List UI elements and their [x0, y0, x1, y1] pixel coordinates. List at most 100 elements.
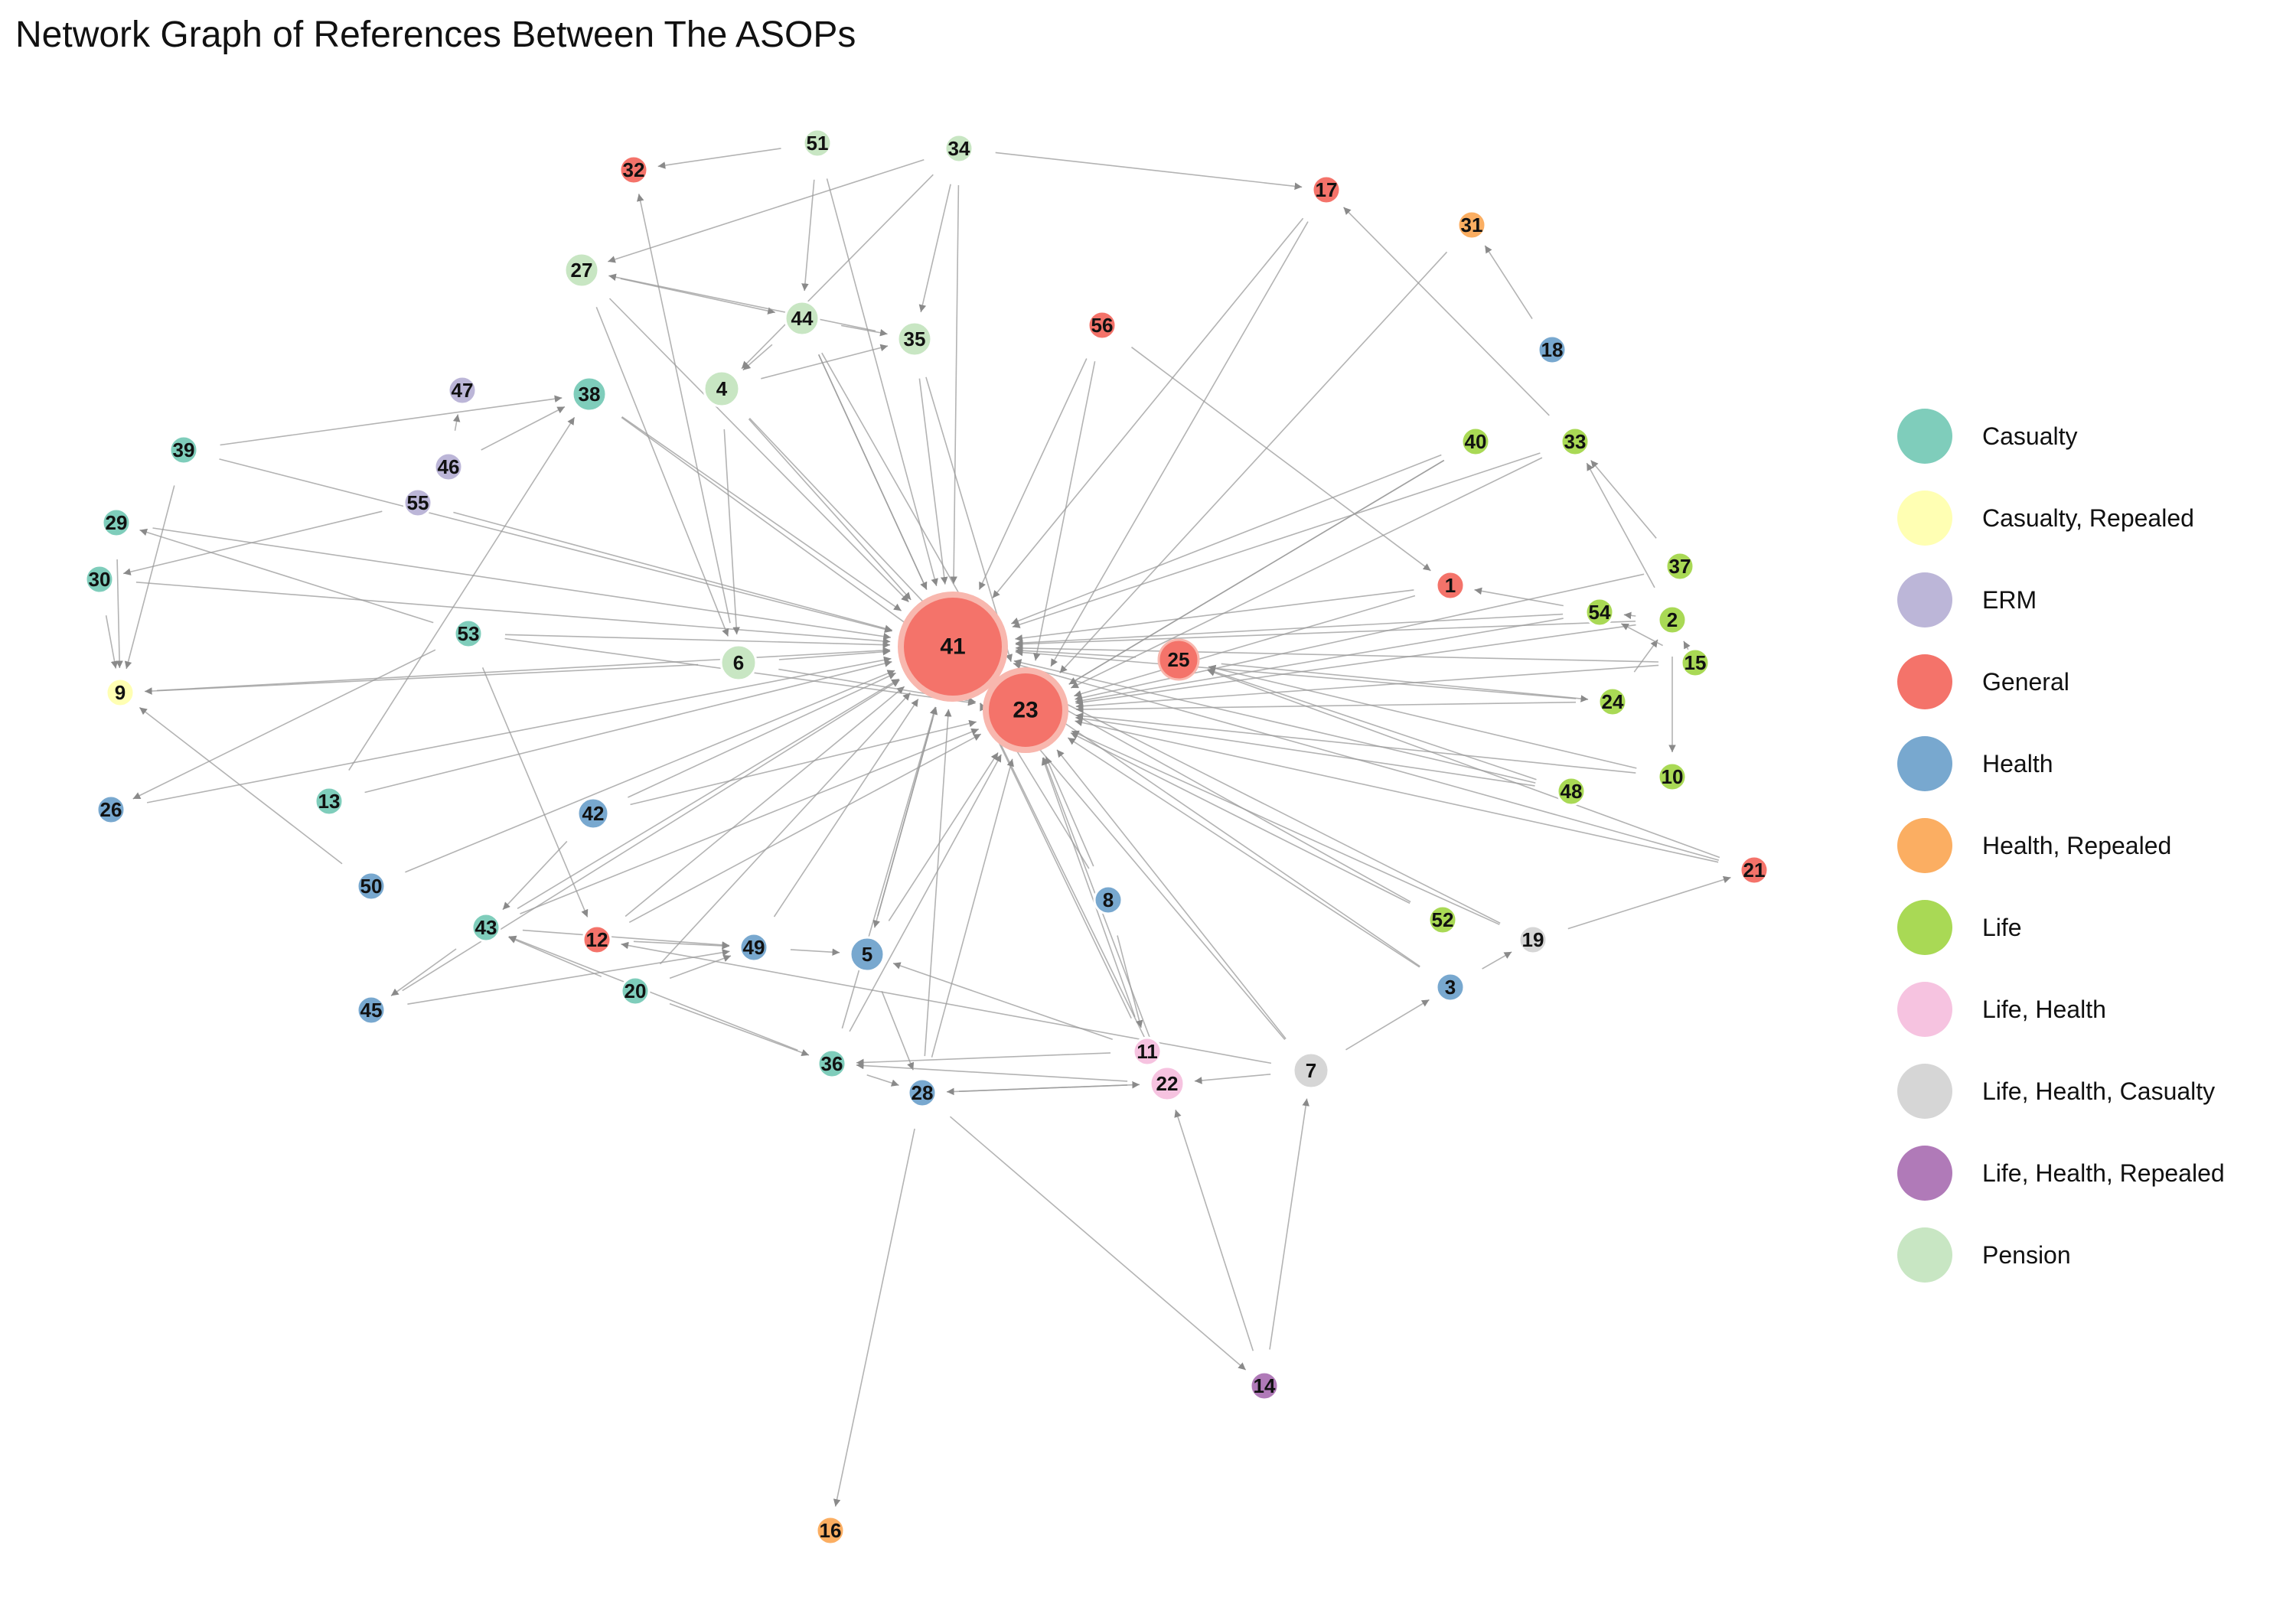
node-6[interactable]: 6: [719, 644, 758, 682]
node-25[interactable]: 25: [1157, 638, 1200, 681]
node-circle-23[interactable]: [983, 667, 1068, 753]
node-38[interactable]: 38: [571, 376, 608, 412]
node-circle-1[interactable]: [1435, 570, 1466, 601]
node-circle-42[interactable]: [576, 797, 610, 830]
node-circle-41[interactable]: [898, 592, 1008, 702]
node-35[interactable]: 35: [896, 321, 933, 357]
node-circle-14[interactable]: [1249, 1371, 1280, 1401]
node-11[interactable]: 11: [1132, 1036, 1163, 1067]
node-circle-35[interactable]: [896, 321, 933, 357]
node-33[interactable]: 33: [1560, 426, 1590, 457]
node-circle-45[interactable]: [356, 995, 386, 1025]
node-circle-43[interactable]: [471, 912, 501, 943]
node-circle-30[interactable]: [84, 564, 115, 595]
node-circle-27[interactable]: [563, 252, 600, 288]
node-40[interactable]: 40: [1460, 426, 1491, 457]
node-12[interactable]: 12: [582, 924, 612, 955]
node-circle-15[interactable]: [1680, 647, 1711, 678]
node-53[interactable]: 53: [453, 618, 484, 649]
node-circle-39[interactable]: [168, 435, 199, 465]
node-10[interactable]: 10: [1657, 761, 1688, 792]
node-circle-3[interactable]: [1435, 972, 1466, 1002]
node-1[interactable]: 1: [1435, 570, 1466, 601]
node-circle-10[interactable]: [1657, 761, 1688, 792]
node-26[interactable]: 26: [96, 794, 126, 825]
node-circle-34[interactable]: [944, 133, 974, 164]
node-circle-40[interactable]: [1460, 426, 1491, 457]
node-34[interactable]: 34: [944, 133, 974, 164]
node-20[interactable]: 20: [620, 976, 651, 1006]
node-48[interactable]: 48: [1556, 776, 1587, 807]
node-circle-19[interactable]: [1518, 924, 1548, 955]
node-50[interactable]: 50: [356, 871, 386, 901]
node-circle-44[interactable]: [784, 300, 820, 337]
node-19[interactable]: 19: [1518, 924, 1548, 955]
node-22[interactable]: 22: [1149, 1065, 1186, 1102]
node-circle-20[interactable]: [620, 976, 651, 1006]
node-31[interactable]: 31: [1456, 210, 1487, 240]
node-7[interactable]: 7: [1292, 1051, 1330, 1090]
node-circle-31[interactable]: [1456, 210, 1487, 240]
node-circle-49[interactable]: [739, 932, 769, 963]
node-circle-6[interactable]: [719, 644, 758, 682]
node-14[interactable]: 14: [1249, 1371, 1280, 1401]
node-44[interactable]: 44: [784, 300, 820, 337]
node-circle-48[interactable]: [1556, 776, 1587, 807]
node-15[interactable]: 15: [1680, 647, 1711, 678]
node-56[interactable]: 56: [1087, 310, 1117, 341]
node-49[interactable]: 49: [739, 932, 769, 963]
node-39[interactable]: 39: [168, 435, 199, 465]
node-circle-28[interactable]: [907, 1077, 938, 1108]
node-circle-5[interactable]: [849, 936, 885, 973]
node-37[interactable]: 37: [1665, 551, 1695, 582]
node-42[interactable]: 42: [576, 797, 610, 830]
node-52[interactable]: 52: [1427, 905, 1458, 935]
node-30[interactable]: 30: [84, 564, 115, 595]
node-circle-4[interactable]: [703, 370, 741, 408]
node-circle-2[interactable]: [1657, 605, 1688, 635]
node-circle-17[interactable]: [1311, 174, 1342, 205]
node-circle-56[interactable]: [1087, 310, 1117, 341]
node-29[interactable]: 29: [101, 507, 132, 538]
node-32[interactable]: 32: [618, 155, 649, 185]
node-circle-11[interactable]: [1132, 1036, 1163, 1067]
node-circle-12[interactable]: [582, 924, 612, 955]
node-28[interactable]: 28: [907, 1077, 938, 1108]
node-43[interactable]: 43: [471, 912, 501, 943]
node-41[interactable]: 41: [898, 592, 1008, 702]
node-47[interactable]: 47: [447, 375, 478, 406]
node-13[interactable]: 13: [314, 786, 344, 817]
node-46[interactable]: 46: [433, 451, 464, 482]
node-3[interactable]: 3: [1435, 972, 1466, 1002]
node-circle-51[interactable]: [802, 128, 833, 158]
node-16[interactable]: 16: [815, 1515, 846, 1546]
node-circle-16[interactable]: [815, 1515, 846, 1546]
node-circle-52[interactable]: [1427, 905, 1458, 935]
node-circle-53[interactable]: [453, 618, 484, 649]
node-circle-26[interactable]: [96, 794, 126, 825]
node-circle-47[interactable]: [447, 375, 478, 406]
node-circle-21[interactable]: [1739, 855, 1769, 885]
node-21[interactable]: 21: [1739, 855, 1769, 885]
node-27[interactable]: 27: [563, 252, 600, 288]
node-23[interactable]: 23: [983, 667, 1068, 753]
node-circle-25[interactable]: [1157, 638, 1200, 681]
node-circle-54[interactable]: [1584, 597, 1615, 627]
node-circle-46[interactable]: [433, 451, 464, 482]
node-51[interactable]: 51: [802, 128, 833, 158]
node-circle-50[interactable]: [356, 871, 386, 901]
node-55[interactable]: 55: [403, 487, 433, 518]
node-circle-8[interactable]: [1093, 885, 1124, 915]
node-circle-33[interactable]: [1560, 426, 1590, 457]
node-54[interactable]: 54: [1584, 597, 1615, 627]
node-45[interactable]: 45: [356, 995, 386, 1025]
node-24[interactable]: 24: [1597, 686, 1628, 717]
node-4[interactable]: 4: [703, 370, 741, 408]
node-5[interactable]: 5: [849, 936, 885, 973]
node-circle-24[interactable]: [1597, 686, 1628, 717]
node-circle-18[interactable]: [1537, 334, 1567, 365]
node-circle-29[interactable]: [101, 507, 132, 538]
node-circle-7[interactable]: [1292, 1051, 1330, 1090]
node-circle-9[interactable]: [105, 677, 135, 708]
node-36[interactable]: 36: [817, 1048, 847, 1079]
